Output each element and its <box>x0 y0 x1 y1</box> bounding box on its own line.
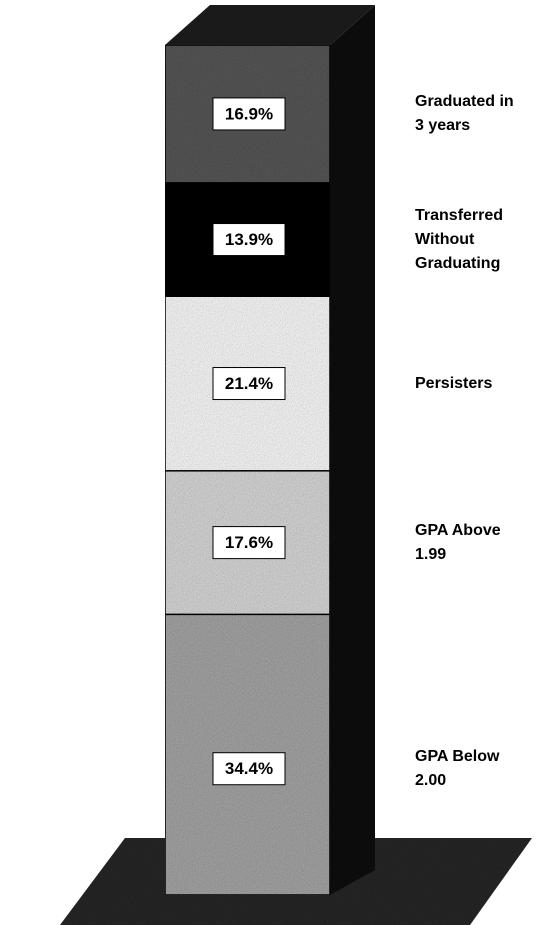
category-label: GPA Below 2.00 <box>415 747 500 789</box>
value-label-box <box>212 97 286 131</box>
category-label: Graduated in 3 years <box>415 92 514 134</box>
value-label-box <box>212 223 286 257</box>
bar-top <box>165 5 375 45</box>
value-label: 17.6% <box>225 533 273 552</box>
value-label-box <box>212 526 286 560</box>
value-label-box <box>212 367 286 401</box>
value-label: 13.9% <box>225 230 273 249</box>
category-label: Transferred Without Graduating <box>415 206 504 272</box>
value-label: 21.4% <box>225 374 273 393</box>
value-label: 16.9% <box>225 104 273 123</box>
category-label: GPA Above 1.99 <box>415 521 501 563</box>
value-label-box <box>212 752 286 786</box>
bar-side <box>330 5 375 895</box>
value-label: 34.4% <box>225 759 273 778</box>
category-label: Persisters <box>415 374 493 392</box>
